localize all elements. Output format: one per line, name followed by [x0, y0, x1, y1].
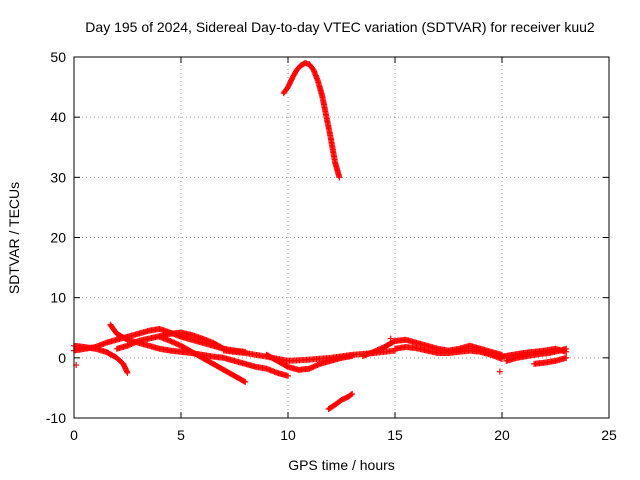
series-markers — [113, 329, 227, 352]
y-tick-label: 10 — [50, 290, 66, 306]
series-arc-afternoon-a — [359, 336, 505, 360]
x-tick-label: 0 — [70, 427, 78, 443]
series-arc-morning-c — [107, 321, 291, 379]
x-tick-label: 15 — [387, 427, 403, 443]
series-markers — [107, 321, 291, 379]
y-tick-label: 0 — [58, 350, 66, 366]
data-points — [71, 60, 570, 412]
series-markers — [156, 333, 249, 385]
y-tick-label: 40 — [50, 109, 66, 125]
x-tick-label: 25 — [601, 427, 617, 443]
series-arc-afternoon-b — [392, 344, 505, 363]
series-markers — [263, 351, 356, 373]
x-axis-label: GPS time / hours — [288, 457, 395, 473]
series-arc-low — [325, 390, 356, 412]
grid — [74, 57, 609, 418]
series-markers — [531, 354, 570, 367]
series-arc-late — [531, 354, 570, 367]
x-tick-label: 20 — [494, 427, 510, 443]
x-tick-label: 10 — [280, 427, 296, 443]
series-markers — [503, 345, 570, 364]
series-arc-midday-b — [263, 351, 356, 373]
y-tick-label: 30 — [50, 169, 66, 185]
chart-title: Day 195 of 2024, Sidereal Day-to-day VTE… — [85, 19, 595, 35]
series-arc-evening-b — [503, 345, 570, 364]
series-markers — [392, 344, 505, 363]
series-outliers — [73, 335, 503, 375]
series-markers — [359, 336, 505, 360]
y-tick-label: -10 — [46, 410, 66, 426]
series-markers — [325, 390, 356, 412]
series-markers — [280, 60, 343, 181]
y-tick-label: 50 — [50, 49, 66, 65]
series-arc-morning-e — [156, 333, 249, 385]
series-markers — [73, 335, 503, 375]
series-arc-morning-d — [113, 329, 227, 352]
x-tick-label: 5 — [177, 427, 185, 443]
series-arc-high — [280, 60, 343, 181]
y-tick-label: 20 — [50, 230, 66, 246]
y-axis-label: SDTVAR / TECUs — [6, 182, 22, 294]
